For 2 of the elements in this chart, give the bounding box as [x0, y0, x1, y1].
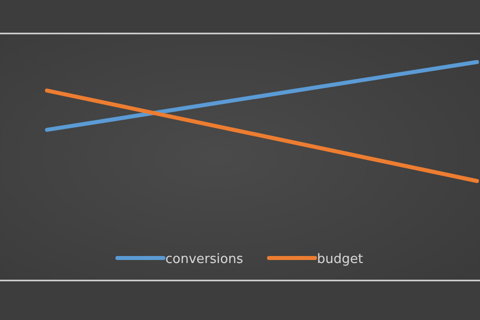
legend-label: conversions [165, 252, 244, 267]
legend-label: budget [317, 252, 364, 267]
